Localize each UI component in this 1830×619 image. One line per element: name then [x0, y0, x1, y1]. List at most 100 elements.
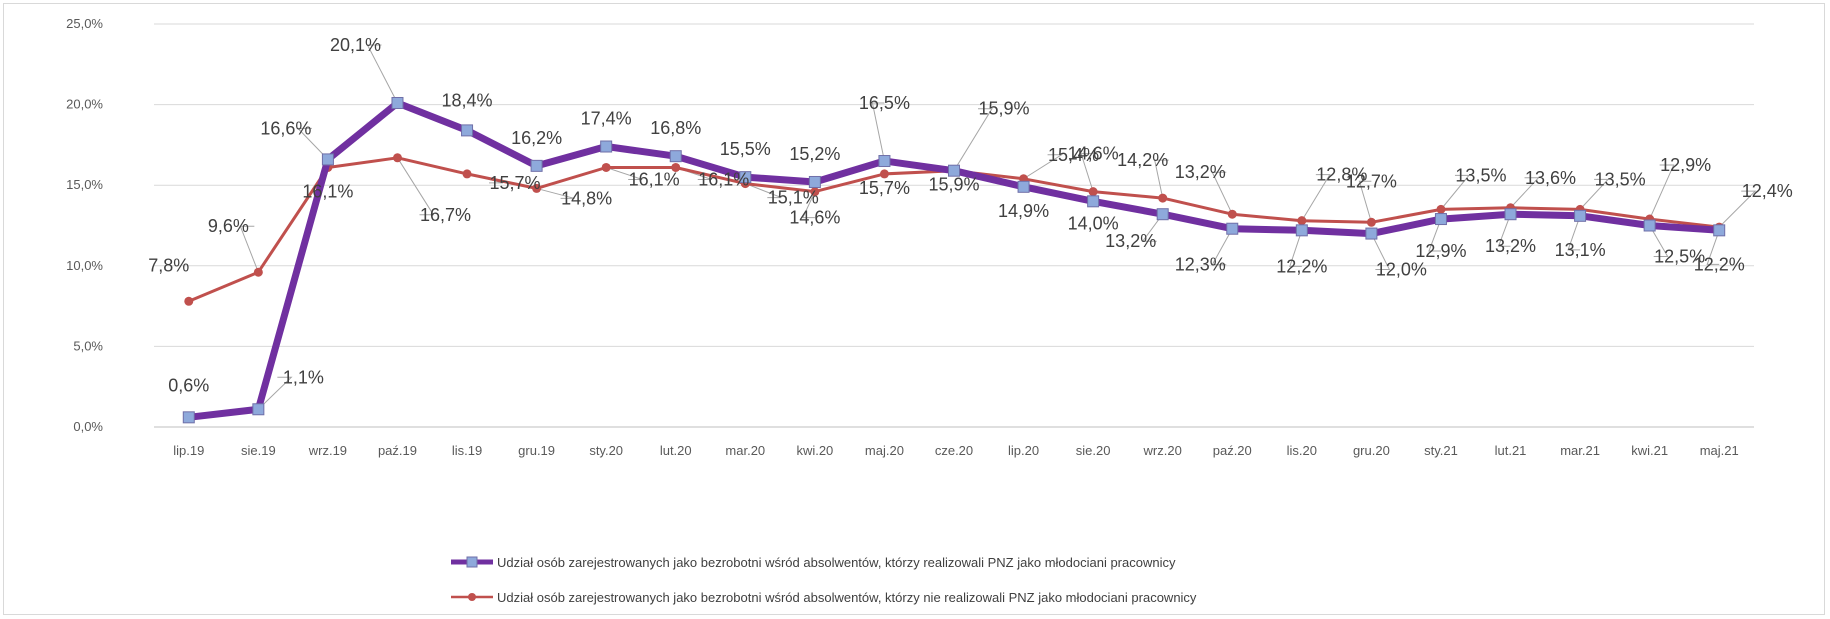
label-leader: [1370, 233, 1391, 271]
data-point-pnz: [530, 159, 543, 172]
label-leader: [1141, 213, 1164, 242]
x-tick-label: sty.21: [1424, 443, 1458, 458]
data-point-pnz: [669, 150, 682, 163]
gridlines: [154, 23, 1754, 428]
label-leader: [1440, 174, 1471, 210]
data-label-no-pnz: 13,2%: [1175, 162, 1226, 182]
data-point-no-pnz: [1158, 193, 1168, 203]
data-point-pnz: [391, 96, 404, 109]
data-label-no-pnz: 13,5%: [1595, 169, 1646, 189]
data-label-no-pnz: 15,4%: [1048, 145, 1099, 165]
x-tick-label: sie.19: [241, 443, 276, 458]
legend-item: Udział osób zarejestrowanych jako bezrob…: [451, 555, 1176, 570]
label-leader: [802, 191, 816, 219]
data-label-pnz: 16,8%: [650, 118, 701, 138]
label-leader: [953, 108, 993, 171]
x-tick-label: mar.21: [1560, 443, 1600, 458]
data-label-no-pnz: 12,9%: [1660, 155, 1711, 175]
data-label-pnz: 15,9%: [978, 99, 1029, 119]
data-label-pnz: 13,2%: [1105, 231, 1156, 251]
data-label-no-pnz: 15,7%: [490, 173, 541, 193]
data-label-no-pnz: 14,6%: [789, 208, 840, 228]
label-leader: [1510, 177, 1540, 209]
data-label-pnz: 16,5%: [859, 93, 910, 113]
label-leader: [1567, 215, 1581, 251]
label-leader: [871, 102, 885, 162]
label-leader: [366, 44, 398, 104]
data-point-no-pnz: [1366, 217, 1376, 227]
data-label-pnz: 12,3%: [1175, 255, 1226, 275]
data-label-pnz: 12,5%: [1654, 247, 1705, 267]
data-point-no-pnz: [253, 267, 263, 277]
x-tick-label: lis.20: [1287, 443, 1317, 458]
x-tick-label: lut.20: [660, 443, 692, 458]
data-point-pnz: [1365, 227, 1378, 240]
data-label-pnz: 16,6%: [260, 118, 311, 138]
data-label-pnz: 0,6%: [168, 375, 209, 395]
label-leader: [536, 187, 575, 199]
data-label-no-pnz: 12,7%: [1346, 171, 1397, 191]
data-label-pnz: 12,2%: [1694, 254, 1745, 274]
data-point-no-pnz: [601, 162, 611, 172]
legend-label: Udział osób zarejestrowanych jako bezrob…: [497, 590, 1197, 605]
data-label-no-pnz: 13,5%: [1455, 165, 1506, 185]
label-leader: [1579, 178, 1610, 210]
data-label-pnz: 1,1%: [283, 367, 324, 387]
data-point-pnz: [1017, 180, 1030, 193]
x-tick-label: paź.20: [1213, 443, 1252, 458]
x-tick-label: maj.21: [1700, 443, 1739, 458]
x-tick-label: sty.20: [589, 443, 623, 458]
y-tick-label: 5,0%: [73, 338, 103, 353]
label-leader: [1718, 190, 1757, 228]
label-leader: [1497, 214, 1511, 247]
data-label-pnz: 13,2%: [1485, 236, 1536, 256]
data-label-no-pnz: 15,7%: [859, 178, 910, 198]
x-tick-label: sie.20: [1076, 443, 1111, 458]
legend-item: Udział osób zarejestrowanych jako bezrob…: [451, 590, 1197, 605]
series-group: [182, 96, 1726, 424]
data-point-pnz: [1643, 219, 1656, 232]
label-leader: [239, 225, 259, 273]
x-tick-label: wrz.20: [1143, 443, 1182, 458]
data-point-pnz: [1574, 209, 1587, 222]
x-axis: lip.19 sie.19 wrz.19 paź.19 lis.19 gru.19 sty.…: [173, 443, 1738, 458]
data-point-pnz: [461, 124, 474, 137]
data-label-pnz: 13,1%: [1555, 240, 1606, 260]
x-tick-label: kwi.21: [1631, 443, 1668, 458]
x-tick-label: lis.19: [452, 443, 482, 458]
data-point-pnz: [808, 175, 821, 188]
data-label-pnz: 14,0%: [1068, 213, 1119, 233]
x-tick-label: cze.20: [935, 443, 973, 458]
data-point-pnz: [600, 140, 613, 153]
data-label-no-pnz: 14,8%: [561, 188, 612, 208]
data-point-no-pnz: [532, 183, 542, 193]
label-leader: [745, 183, 782, 199]
data-point-no-pnz: [1297, 216, 1307, 226]
data-label-no-pnz: 15,9%: [928, 175, 979, 195]
x-tick-label: lut.21: [1495, 443, 1527, 458]
legend-label: Udział osób zarejestrowanych jako bezrob…: [497, 555, 1176, 570]
data-label-pnz: 20,1%: [330, 35, 381, 55]
label-leader: [1289, 230, 1303, 267]
data-point-no-pnz: [184, 296, 194, 306]
label-leader: [1649, 225, 1669, 257]
data-label-no-pnz: 16,1%: [302, 181, 353, 201]
series-line-pnz: [185, 99, 1723, 421]
data-point-no-pnz: [1227, 209, 1237, 219]
data-label-no-pnz: 14,6%: [1068, 144, 1119, 164]
data-point-pnz: [1713, 224, 1726, 237]
y-tick-label: 25,0%: [66, 16, 103, 31]
label-leader: [1154, 159, 1169, 199]
data-label-pnz: 14,9%: [998, 201, 1049, 221]
data-label-pnz: 15,2%: [789, 144, 840, 164]
label-leader: [1080, 153, 1094, 192]
x-tick-label: kwi.20: [796, 443, 833, 458]
label-leader: [1211, 228, 1233, 266]
label-leader-lines: [239, 44, 1757, 410]
data-point-no-pnz: [1088, 187, 1098, 197]
label-leader: [397, 157, 435, 216]
data-label-no-pnz: 15,1%: [768, 188, 819, 208]
y-tick-label: 15,0%: [66, 177, 103, 192]
label-leader: [606, 166, 643, 180]
